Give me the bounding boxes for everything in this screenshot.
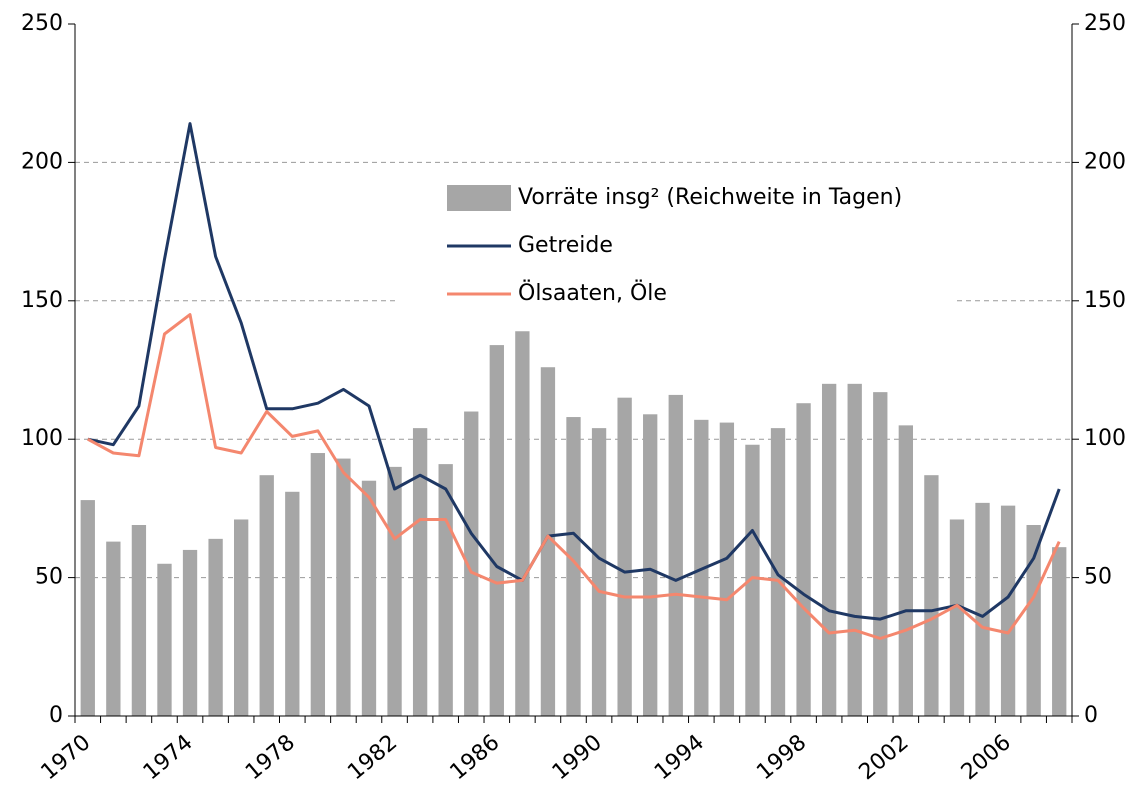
bar bbox=[668, 394, 683, 716]
y2-tick-label: 250 bbox=[1084, 11, 1126, 36]
bar bbox=[310, 453, 326, 716]
y2-tick-label: 200 bbox=[1084, 149, 1126, 174]
bar bbox=[464, 411, 479, 716]
bar bbox=[285, 491, 300, 716]
bar bbox=[106, 541, 121, 716]
bar bbox=[1052, 547, 1067, 716]
bar bbox=[873, 392, 888, 716]
x-tick-label: 1974 bbox=[139, 730, 198, 785]
x-tick-label: 1970 bbox=[37, 730, 96, 785]
bar bbox=[591, 428, 607, 716]
x-tick-label: 1978 bbox=[241, 730, 300, 785]
bar bbox=[259, 475, 274, 716]
bar bbox=[515, 331, 530, 716]
bar bbox=[234, 519, 249, 716]
bar bbox=[361, 480, 377, 716]
y-tick-label: 150 bbox=[21, 288, 63, 313]
x-tick-label: 1994 bbox=[650, 730, 709, 785]
bar bbox=[617, 397, 632, 716]
y-tick-label: 0 bbox=[49, 703, 63, 728]
bar bbox=[898, 425, 913, 716]
bar bbox=[975, 502, 990, 716]
y2-tick-label: 100 bbox=[1084, 426, 1126, 451]
x-tick-label: 2006 bbox=[957, 730, 1016, 785]
x-tick-label: 1990 bbox=[548, 730, 607, 785]
bar bbox=[949, 519, 965, 716]
bar bbox=[566, 417, 581, 716]
bar bbox=[131, 525, 147, 716]
line bbox=[87, 313, 1061, 640]
y-tick-label: 100 bbox=[21, 426, 63, 451]
bar bbox=[336, 458, 351, 716]
bar bbox=[438, 464, 453, 716]
legend-label: Vorräte insg² (Reichweite in Tagen) bbox=[518, 185, 902, 210]
bar bbox=[821, 383, 837, 716]
line bbox=[87, 122, 1061, 621]
bar bbox=[489, 345, 504, 716]
x-tick-label: 1998 bbox=[752, 730, 811, 785]
bar bbox=[412, 428, 428, 716]
x-tick-label: 1982 bbox=[343, 730, 402, 785]
bar bbox=[540, 367, 556, 716]
y-tick-label: 250 bbox=[21, 11, 63, 36]
x-tick-label: 2002 bbox=[855, 730, 914, 785]
bar bbox=[157, 563, 172, 716]
bar bbox=[719, 422, 735, 716]
bar bbox=[924, 475, 939, 716]
bar bbox=[208, 538, 223, 716]
y2-tick-label: 150 bbox=[1084, 288, 1126, 313]
legend-swatch bbox=[447, 185, 511, 211]
bar bbox=[796, 403, 811, 716]
bar bbox=[643, 414, 658, 716]
y-tick-label: 50 bbox=[35, 565, 63, 590]
legend-label: Getreide bbox=[518, 233, 613, 258]
y2-tick-label: 0 bbox=[1084, 703, 1098, 728]
bar bbox=[1000, 505, 1016, 716]
bar bbox=[80, 500, 95, 716]
x-tick-label: 1986 bbox=[446, 730, 505, 785]
bar bbox=[387, 466, 402, 716]
y-tick-label: 200 bbox=[21, 149, 63, 174]
y2-tick-label: 50 bbox=[1084, 565, 1112, 590]
legend-label: Ölsaaten, Öle bbox=[518, 280, 667, 306]
bar bbox=[182, 549, 198, 716]
bar bbox=[745, 444, 760, 716]
bar bbox=[847, 383, 862, 716]
bar bbox=[1026, 525, 1041, 716]
